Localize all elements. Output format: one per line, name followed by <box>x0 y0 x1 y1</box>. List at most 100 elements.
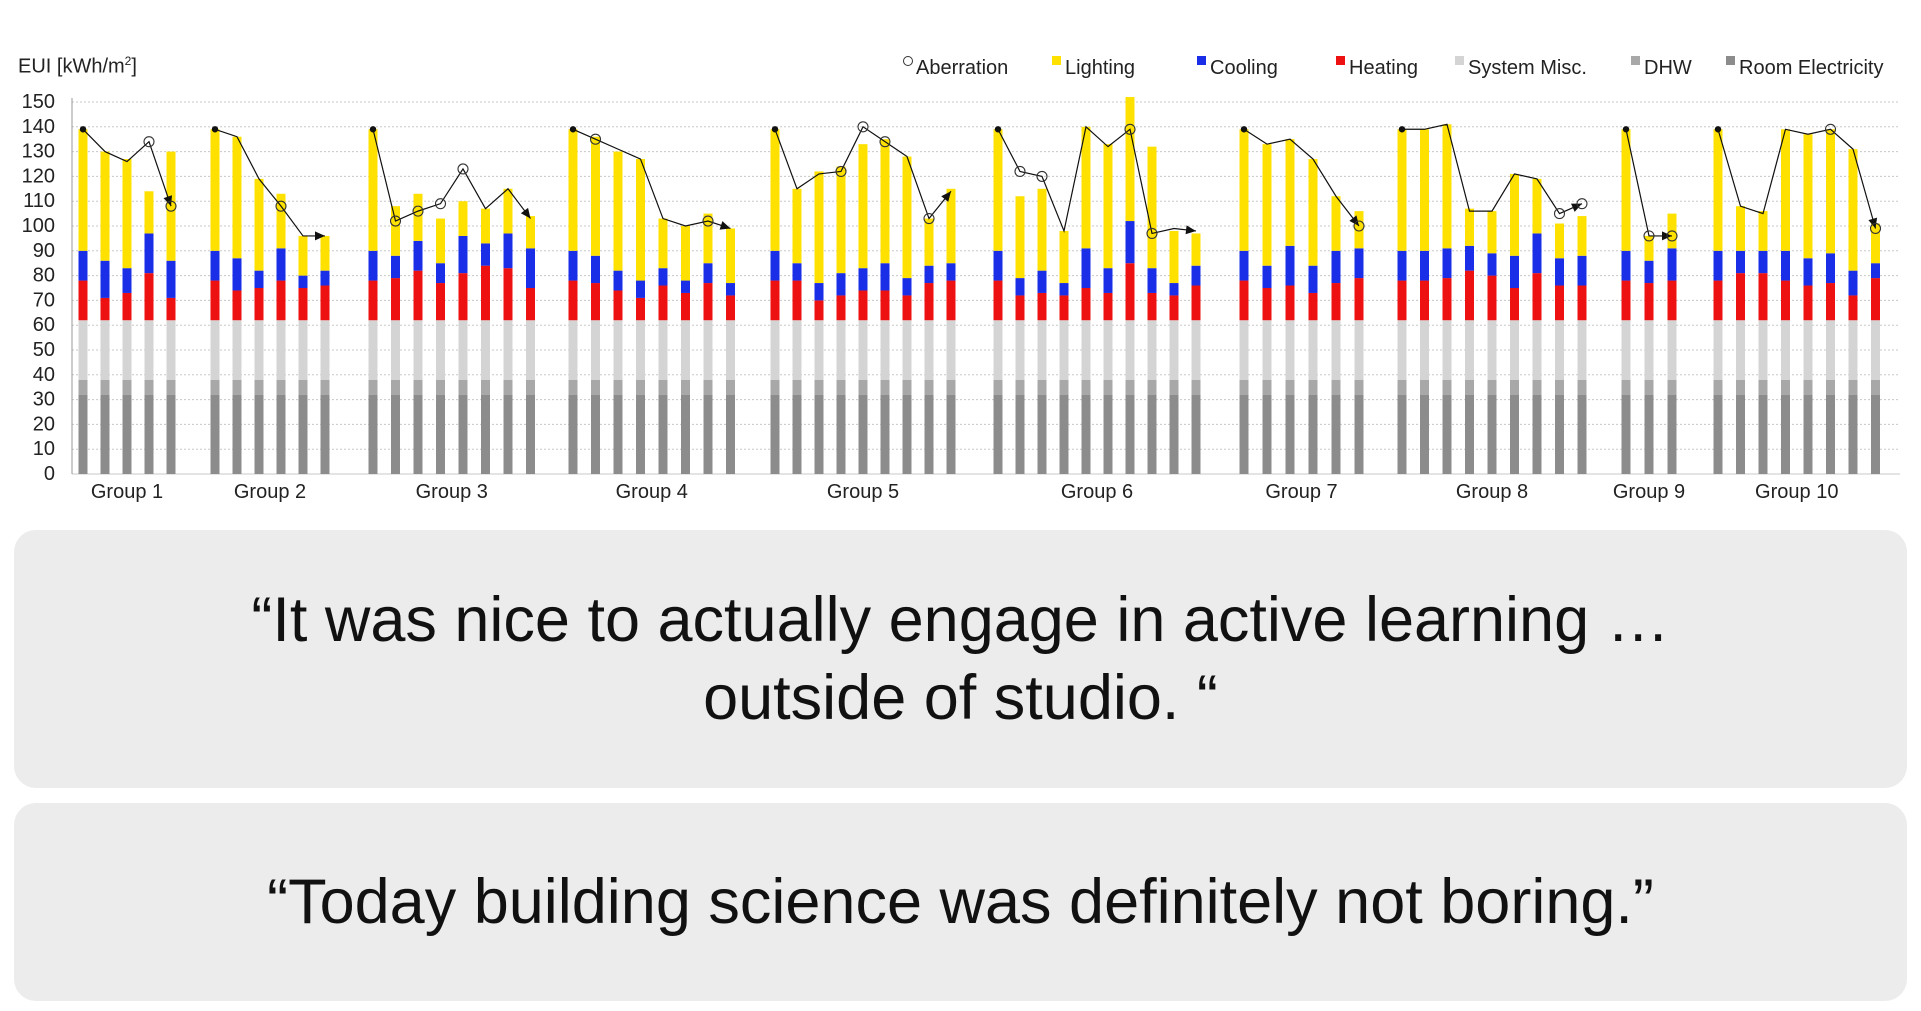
bar-heating <box>1103 292 1113 321</box>
bar-heating <box>100 297 110 321</box>
bar-room-electricity <box>276 394 286 474</box>
bar-heating <box>836 295 846 321</box>
bar-heating <box>902 295 912 321</box>
bar-heating <box>503 268 513 321</box>
bar-dhw <box>1285 379 1295 395</box>
bar-dhw <box>1331 379 1341 395</box>
bar-cooling <box>298 275 308 288</box>
quote-card-2: “Today building science was definitely n… <box>14 803 1907 1001</box>
bar-lighting <box>1169 230 1179 284</box>
bar-heating <box>1736 273 1745 321</box>
bar-heating <box>1239 280 1249 321</box>
bar-lighting <box>636 159 645 281</box>
bar-lighting <box>526 216 535 249</box>
bar-room-electricity <box>770 394 780 474</box>
aberration-marker <box>1666 230 1678 242</box>
bar-system-misc <box>1644 320 1654 380</box>
bar-heating <box>1442 278 1452 321</box>
bar-heating <box>703 283 713 321</box>
bar-cooling <box>726 283 735 296</box>
bar-heating <box>613 290 623 321</box>
bar-room-electricity <box>924 394 934 474</box>
bar-heating <box>436 283 445 321</box>
legend-label: Heating <box>1349 57 1418 79</box>
bar-dhw <box>1532 379 1542 395</box>
bar-cooling <box>1125 221 1135 264</box>
bar-lighting <box>1781 129 1790 251</box>
bar-system-misc <box>924 320 934 380</box>
bar-system-misc <box>1848 320 1858 380</box>
bar-cooling <box>1465 245 1474 271</box>
bar-cooling <box>1331 250 1341 284</box>
quote-text-1: “It was nice to actually engage in activ… <box>251 581 1669 737</box>
bar-cooling <box>568 250 578 281</box>
bar-cooling <box>1081 248 1091 288</box>
legend-label: Lighting <box>1065 57 1135 79</box>
bar-room-electricity <box>1510 394 1519 474</box>
bar-lighting <box>858 144 868 269</box>
quote-2-line-1: “Today building science was definitely n… <box>267 867 1654 937</box>
bar-lighting <box>1803 134 1813 259</box>
bar-heating <box>1081 288 1091 321</box>
bar-heating <box>1621 280 1631 321</box>
bar-room-electricity <box>1059 394 1069 474</box>
bar-room-electricity <box>836 394 846 474</box>
bar-dhw <box>391 379 400 395</box>
bar-cooling <box>613 270 623 291</box>
bar-system-misc <box>1442 320 1452 380</box>
bar-cooling <box>413 240 423 271</box>
bar-system-misc <box>613 320 623 380</box>
bar-lighting <box>1397 129 1407 251</box>
bar-heating <box>122 292 132 321</box>
bar-room-electricity <box>591 394 600 474</box>
bar-heating <box>726 295 735 321</box>
bar-system-misc <box>210 320 220 380</box>
bar-heating <box>792 280 802 321</box>
aberration-line <box>572 128 731 230</box>
bar-cooling <box>792 263 802 281</box>
bar-dhw <box>993 379 1003 395</box>
bar-room-electricity <box>1621 394 1631 474</box>
bar-room-electricity <box>1147 394 1157 474</box>
bar-dhw <box>368 379 378 395</box>
bar-system-misc <box>1191 320 1201 380</box>
bar-room-electricity <box>902 394 912 474</box>
bar-room-electricity <box>613 394 623 474</box>
aberration-marker <box>1824 123 1837 135</box>
bar-system-misc <box>1285 320 1295 380</box>
bar-cooling <box>858 268 868 291</box>
group-label: Group 5 <box>827 481 899 503</box>
bar-cooling <box>1848 270 1858 296</box>
bar-heating <box>1037 292 1047 321</box>
bar-cooling <box>166 260 176 298</box>
bar-dhw <box>1442 379 1452 395</box>
bar-dhw <box>1354 379 1364 395</box>
bar-cooling <box>946 263 956 281</box>
bar-system-misc <box>526 320 535 380</box>
aberration-marker <box>165 200 177 212</box>
legend-label: Room Electricity <box>1739 57 1883 79</box>
bar-system-misc <box>298 320 308 380</box>
bar-lighting <box>924 218 934 266</box>
aberration-marker <box>1643 230 1655 242</box>
bar-cooling <box>1826 253 1835 284</box>
bar-lighting <box>1354 211 1364 249</box>
bar-heating <box>1781 280 1790 321</box>
y-tick-label: 40 <box>33 364 55 386</box>
bar-cooling <box>1713 250 1723 281</box>
aberration-marker <box>1353 220 1365 232</box>
bar-dhw <box>1848 379 1858 395</box>
bar-system-misc <box>836 320 846 380</box>
bar-heating <box>1510 288 1519 321</box>
bar-dhw <box>658 379 668 395</box>
bar-system-misc <box>880 320 890 380</box>
bar-heating <box>770 280 780 321</box>
y-tick-label: 120 <box>22 165 55 187</box>
bar-lighting <box>1191 233 1201 266</box>
bar-cooling <box>681 280 690 293</box>
bar-cooling <box>814 283 824 301</box>
y-tick-label: 20 <box>33 413 55 435</box>
bar-system-misc <box>946 320 956 380</box>
bar-cooling <box>1555 258 1564 286</box>
bar-room-electricity <box>1644 394 1654 474</box>
